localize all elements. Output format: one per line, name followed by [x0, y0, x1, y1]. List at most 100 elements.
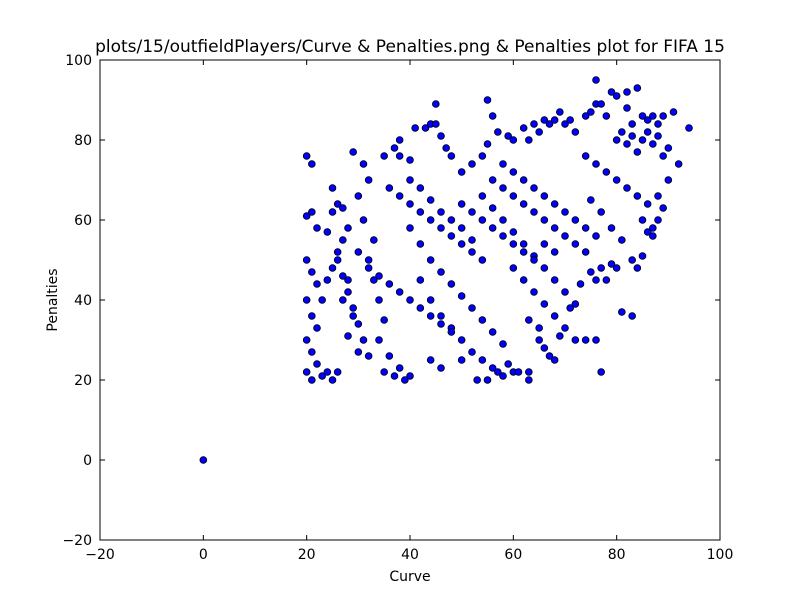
data-point [587, 196, 595, 204]
data-point [488, 112, 497, 120]
data-point [561, 120, 569, 128]
data-point [499, 232, 507, 240]
data-point [530, 184, 538, 192]
data-point [618, 308, 626, 316]
data-point [581, 152, 590, 160]
data-point [457, 240, 466, 248]
data-point [530, 208, 538, 216]
data-point [514, 368, 523, 376]
data-point [406, 296, 414, 304]
data-point [380, 368, 388, 376]
data-point [597, 264, 605, 272]
data-point [339, 236, 347, 244]
data-point [437, 224, 445, 232]
data-point [375, 296, 383, 304]
data-point [432, 100, 440, 108]
data-point [406, 224, 414, 232]
data-point [509, 240, 518, 248]
data-point [597, 208, 605, 216]
data-point [550, 200, 559, 208]
data-point [468, 304, 476, 312]
data-point [540, 192, 549, 200]
data-point [344, 288, 352, 296]
data-point [592, 276, 600, 284]
data-point [437, 268, 445, 276]
data-point [344, 224, 352, 232]
data-point [442, 144, 450, 152]
data-point [302, 256, 311, 264]
data-point [302, 212, 311, 220]
data-point [638, 136, 647, 144]
data-point [364, 264, 373, 272]
data-point [328, 376, 337, 384]
data-point [592, 76, 600, 84]
data-point [333, 200, 342, 208]
data-point [308, 312, 316, 320]
data-point [421, 124, 430, 132]
ticks-layer: −20 0 20 40 60 80 100 −20 0 20 40 60 80 100 [62, 53, 733, 563]
data-point [447, 152, 456, 160]
data-point [525, 316, 533, 324]
data-point [437, 132, 445, 140]
data-point [473, 376, 481, 384]
data-point [550, 276, 559, 284]
y-tick-label: 100 [65, 53, 92, 69]
data-point [571, 336, 580, 344]
data-point [545, 352, 554, 360]
data-point [654, 216, 662, 224]
data-point [395, 136, 404, 144]
data-point [395, 364, 404, 372]
data-point [344, 332, 352, 340]
data-point [638, 252, 647, 260]
data-point [581, 336, 590, 344]
data-point [550, 116, 559, 124]
data-point [628, 256, 636, 264]
data-point [457, 200, 466, 208]
data-point [333, 256, 342, 264]
data-point [499, 160, 507, 168]
data-point [561, 232, 569, 240]
data-point [597, 368, 605, 376]
data-point [623, 88, 631, 96]
data-point [390, 144, 399, 152]
data-point [592, 232, 600, 240]
data-point [308, 348, 316, 356]
data-point [499, 340, 507, 348]
data-point [199, 456, 208, 464]
data-point [628, 132, 636, 140]
data-point [416, 276, 425, 284]
data-point [426, 216, 435, 224]
data-point [607, 88, 616, 96]
data-point [437, 312, 445, 320]
data-point [478, 256, 487, 264]
data-point [426, 296, 435, 304]
data-point [385, 280, 394, 288]
data-point [587, 108, 595, 116]
data-point [556, 108, 564, 116]
x-tick-label: −20 [85, 547, 115, 563]
data-point [437, 208, 445, 216]
data-point [364, 256, 373, 264]
data-point [561, 324, 569, 332]
data-point [612, 92, 621, 100]
y-tick-label: 60 [74, 213, 92, 229]
data-point [457, 168, 466, 176]
data-point [623, 184, 631, 192]
data-point [333, 368, 342, 376]
data-point [308, 268, 316, 276]
data-point [380, 152, 388, 160]
data-point [488, 204, 497, 212]
data-point [509, 168, 518, 176]
data-point [302, 152, 311, 160]
data-point [395, 152, 404, 160]
data-point [509, 192, 518, 200]
data-point [354, 320, 363, 328]
data-point [457, 292, 466, 300]
x-tick-label: 0 [199, 547, 208, 563]
data-point [612, 176, 621, 184]
data-point [313, 324, 321, 332]
data-point [504, 132, 512, 140]
data-point [494, 128, 502, 136]
data-point [576, 280, 585, 288]
